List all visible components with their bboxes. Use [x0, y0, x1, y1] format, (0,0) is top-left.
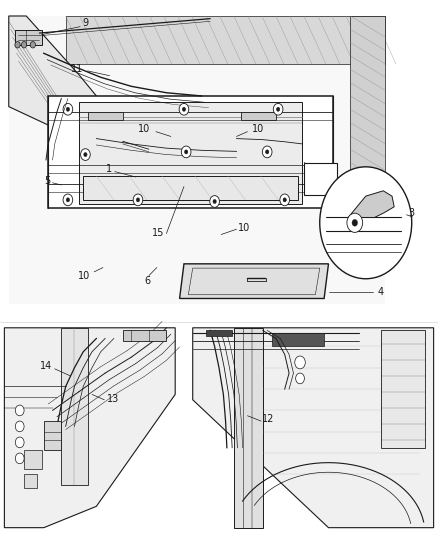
Text: 10: 10 [252, 124, 265, 134]
Circle shape [84, 152, 87, 157]
Circle shape [182, 107, 186, 111]
Polygon shape [48, 96, 333, 208]
Text: 15: 15 [152, 229, 164, 238]
Circle shape [136, 198, 140, 202]
Polygon shape [24, 474, 37, 488]
Circle shape [265, 150, 269, 154]
Polygon shape [61, 328, 88, 485]
Polygon shape [79, 102, 302, 204]
Polygon shape [123, 330, 166, 341]
Circle shape [283, 198, 286, 202]
Text: 9: 9 [82, 18, 88, 28]
Polygon shape [206, 330, 232, 336]
Text: 11: 11 [71, 64, 83, 74]
Polygon shape [180, 264, 328, 298]
Circle shape [15, 453, 24, 464]
Polygon shape [24, 450, 42, 469]
Circle shape [320, 167, 412, 279]
Polygon shape [348, 191, 394, 217]
Polygon shape [304, 163, 337, 195]
Polygon shape [234, 328, 263, 528]
Circle shape [30, 42, 35, 48]
Text: 4: 4 [378, 287, 384, 296]
Circle shape [15, 405, 24, 416]
Text: 10: 10 [138, 124, 151, 134]
Circle shape [66, 107, 70, 111]
Circle shape [15, 437, 24, 448]
Text: 3: 3 [409, 208, 415, 218]
Text: 10: 10 [238, 223, 251, 232]
Circle shape [21, 42, 27, 48]
Polygon shape [241, 112, 276, 120]
Circle shape [184, 150, 188, 154]
Polygon shape [272, 333, 324, 346]
Polygon shape [381, 330, 425, 448]
Circle shape [133, 194, 143, 206]
Polygon shape [9, 16, 96, 133]
Circle shape [66, 198, 70, 202]
Circle shape [179, 103, 189, 115]
Circle shape [63, 103, 73, 115]
Circle shape [276, 107, 280, 111]
Text: 12: 12 [262, 415, 274, 424]
Circle shape [15, 42, 20, 48]
Circle shape [63, 194, 73, 206]
Polygon shape [350, 16, 385, 240]
Circle shape [295, 356, 305, 369]
Circle shape [213, 199, 216, 204]
Circle shape [210, 196, 219, 207]
Circle shape [262, 146, 272, 158]
Circle shape [280, 194, 290, 206]
Text: 5: 5 [44, 176, 50, 186]
Circle shape [15, 421, 24, 432]
Polygon shape [83, 176, 298, 200]
Polygon shape [66, 16, 385, 64]
Circle shape [273, 103, 283, 115]
Text: 14: 14 [40, 361, 52, 371]
Polygon shape [9, 16, 385, 304]
Text: 10: 10 [78, 271, 91, 280]
Polygon shape [44, 421, 61, 450]
Polygon shape [4, 328, 175, 528]
Text: 13: 13 [107, 394, 119, 403]
Polygon shape [88, 112, 123, 120]
Polygon shape [15, 30, 42, 45]
Bar [0, 320, 438, 533]
Text: 6: 6 [145, 276, 151, 286]
Circle shape [81, 149, 90, 160]
Bar [0, 0, 438, 309]
Text: 1: 1 [106, 164, 113, 174]
Circle shape [296, 373, 304, 384]
Circle shape [352, 220, 357, 226]
Circle shape [347, 213, 363, 232]
Polygon shape [193, 328, 434, 528]
Circle shape [181, 146, 191, 158]
